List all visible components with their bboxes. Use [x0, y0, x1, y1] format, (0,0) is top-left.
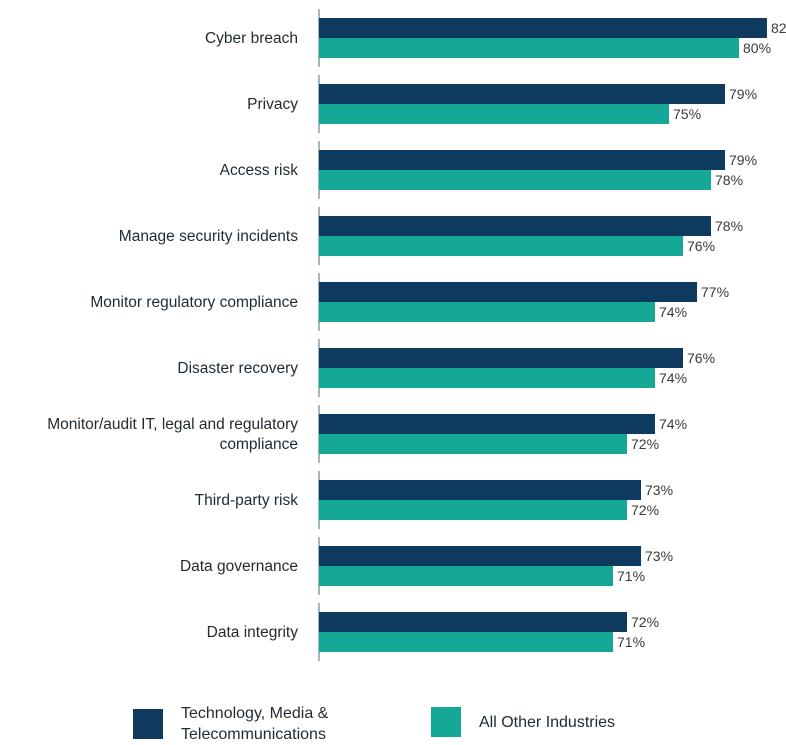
bar-technology-monitor-audit-it-legal-and-regulatory-compliance [319, 414, 655, 434]
bar-chart: 82%80% Cyber breach 79% 75% Privacy 79% 78% Acc… [47, 9, 786, 661]
category-label-line: Monitor/audit IT, legal and regulatory [47, 416, 298, 433]
legend-item-other-industries: All Other Industries [431, 707, 615, 737]
value-label-technology-cyber-breach: 82% [771, 20, 786, 36]
legend-swatch-other-industries [431, 707, 461, 737]
bar-technology-third-party-risk [319, 480, 641, 500]
value-label-other-industries-access-risk: 78% [715, 172, 743, 188]
category-label-line: Third-party risk [195, 492, 299, 509]
bar-other-industries-disaster-recovery [319, 368, 655, 388]
bar-technology-data-governance [319, 546, 641, 566]
bar-other-industries-manage-security-incidents [319, 236, 683, 256]
value-label-other-industries-monitor-audit-it-legal-and-regulatory-compliance: 72% [631, 436, 659, 452]
value-label-other-industries-data-governance: 71% [617, 568, 645, 584]
bar-other-industries-data-governance [319, 566, 613, 586]
legend-swatch-technology [133, 709, 163, 739]
value-label-technology-data-governance: 73% [645, 548, 673, 564]
category-label-line: Access risk [220, 162, 299, 179]
bar-technology-monitor-regulatory-compliance [319, 282, 697, 302]
legend: Technology, Media & Telecommunications A… [0, 690, 786, 743]
bar-other-industries-monitor-audit-it-legal-and-regulatory-compliance [319, 434, 627, 454]
legend-item-technology: Technology, Media & Telecommunications [133, 703, 328, 745]
value-label-technology-monitor-regulatory-compliance: 77% [701, 284, 729, 300]
value-label-other-industries-monitor-regulatory-compliance: 74% [659, 304, 687, 320]
category-label-line: Manage security incidents [119, 228, 298, 245]
category-label-data-integrity: Data integrity [207, 624, 299, 641]
category-label-line: Monitor regulatory compliance [90, 294, 298, 311]
category-label-monitor-regulatory-compliance: Monitor regulatory compliance [90, 294, 298, 311]
bar-other-industries-monitor-regulatory-compliance [319, 302, 655, 322]
bar-other-industries-access-risk [319, 170, 711, 190]
value-label-other-industries-privacy: 75% [673, 106, 701, 122]
bar-technology-cyber-breach [319, 18, 767, 38]
value-label-other-industries-third-party-risk: 72% [631, 502, 659, 518]
value-label-technology-manage-security-incidents: 78% [715, 218, 743, 234]
category-label-monitor-audit-it-legal-and-regulatory-compliance: Monitor/audit IT, legal and regulatory co… [47, 416, 298, 453]
category-label-third-party-risk: Third-party risk [195, 492, 299, 509]
bar-technology-data-integrity [319, 612, 627, 632]
value-label-technology-disaster-recovery: 76% [687, 350, 715, 366]
bar-other-industries-cyber-breach [319, 38, 739, 58]
value-label-other-industries-data-integrity: 71% [617, 634, 645, 650]
bar-technology-privacy [319, 84, 725, 104]
category-label-line: Data integrity [207, 624, 299, 641]
category-label-access-risk: Access risk [220, 162, 299, 179]
legend-label-technology-line1: Technology, Media & [181, 705, 329, 722]
bar-other-industries-third-party-risk [319, 500, 627, 520]
category-label-line: Cyber breach [205, 30, 298, 47]
value-label-technology-data-integrity: 72% [631, 614, 659, 630]
legend-label-other-industries-line1: All Other Industries [479, 713, 616, 731]
category-label-cyber-breach: Cyber breach [205, 30, 298, 47]
category-label-privacy: Privacy [247, 96, 298, 113]
legend-label-technology: Technology, Media & Telecommunications [181, 703, 328, 745]
category-label-data-governance: Data governance [180, 558, 298, 575]
category-label-line: Disaster recovery [177, 360, 298, 377]
bar-other-industries-privacy [319, 104, 669, 124]
bar-other-industries-data-integrity [319, 632, 613, 652]
bar-technology-manage-security-incidents [319, 216, 711, 236]
category-label-line: Privacy [247, 96, 298, 113]
category-label-disaster-recovery: Disaster recovery [177, 360, 298, 377]
value-label-technology-access-risk: 79% [729, 152, 757, 168]
value-label-other-industries-disaster-recovery: 74% [659, 370, 687, 386]
value-label-other-industries-manage-security-incidents: 76% [687, 238, 715, 254]
bar-technology-disaster-recovery [319, 348, 683, 368]
value-label-technology-third-party-risk: 73% [645, 482, 673, 498]
value-label-technology-monitor-audit-it-legal-and-regulatory-compliance: 74% [659, 416, 687, 432]
value-label-other-industries-cyber-breach: 80% [743, 40, 771, 56]
category-label-line: Data governance [180, 558, 298, 575]
legend-label-technology-line2: Telecommunications [181, 726, 326, 743]
category-label-manage-security-incidents: Manage security incidents [119, 228, 298, 245]
bar-technology-access-risk [319, 150, 725, 170]
value-label-technology-privacy: 79% [729, 86, 757, 102]
category-label-line: compliance [220, 436, 298, 453]
legend-label-other-industries: All Other Industries [479, 712, 615, 733]
